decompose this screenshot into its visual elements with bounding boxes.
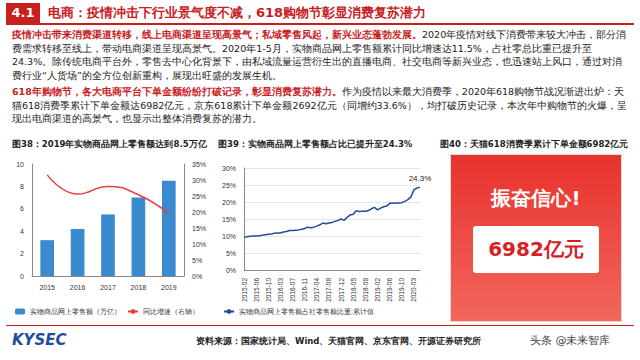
html-text:头条 @未来智库: 头条 @未来智库 bbox=[530, 334, 611, 347]
svg-text:25%: 25% bbox=[192, 193, 206, 200]
svg-text:0: 0 bbox=[20, 273, 24, 280]
html-text:疫情冲击带来消费渠道转移，线上电商渠道呈现高景气；私域零售风: 疫情冲击带来消费渠道转移，线上电商渠道呈现高景气；私域零售风起，新兴业态蓬勃发展… bbox=[12, 29, 627, 81]
svg-text:2017: 2017 bbox=[100, 284, 116, 291]
svg-text:2015-10: 2015-10 bbox=[265, 278, 272, 302]
svg-text:15%: 15% bbox=[222, 216, 236, 223]
svg-text:2016: 2016 bbox=[70, 284, 86, 291]
html-text:图39：实物商品网上零售额占比已提升至24.3%: 图39：实物商品网上零售额占比已提升至24.3% bbox=[218, 139, 413, 149]
svg-text:实物商品网上零售额（万亿）: 实物商品网上零售额（万亿） bbox=[30, 308, 121, 316]
svg-text:35%: 35% bbox=[192, 161, 206, 168]
svg-text:2015: 2015 bbox=[39, 284, 55, 291]
svg-text:5%: 5% bbox=[192, 257, 202, 264]
svg-text:20%: 20% bbox=[192, 209, 206, 216]
svg-text:10: 10 bbox=[16, 161, 24, 168]
svg-text:2019-06: 2019-06 bbox=[386, 278, 393, 302]
svg-text:20%: 20% bbox=[222, 199, 236, 206]
svg-text:5%: 5% bbox=[226, 250, 236, 257]
html-text:KYSEC: KYSEC bbox=[12, 331, 67, 349]
svg-text:2: 2 bbox=[20, 250, 24, 257]
svg-text:同比增速（右轴）: 同比增速（右轴） bbox=[143, 308, 199, 316]
svg-text:30%: 30% bbox=[222, 165, 236, 172]
svg-text:2017-08: 2017-08 bbox=[325, 278, 332, 302]
svg-text:2020-03: 2020-03 bbox=[410, 278, 417, 302]
svg-text:15%: 15% bbox=[192, 225, 206, 232]
svg-text:2016-07: 2016-07 bbox=[289, 278, 296, 302]
svg-text:10%: 10% bbox=[222, 233, 236, 240]
svg-text:4: 4 bbox=[20, 228, 24, 235]
svg-text:2016-03: 2016-03 bbox=[277, 278, 284, 302]
svg-text:2018-09: 2018-09 bbox=[362, 278, 369, 302]
svg-text:24.3%: 24.3% bbox=[409, 174, 432, 183]
html-text:电商：疫情冲击下行业景气度不减，618购物节彰显消费复苏潜力: 电商：疫情冲击下行业景气度不减，618购物节彰显消费复苏潜力 bbox=[48, 5, 427, 20]
svg-text:2015-02: 2015-02 bbox=[241, 278, 248, 302]
svg-text:30%: 30% bbox=[192, 177, 206, 184]
svg-text:2017-12: 2017-12 bbox=[338, 278, 345, 302]
html-text:6982亿元: 6982亿元 bbox=[488, 237, 584, 261]
svg-text:实物商品网上零售额占社零售额比重:累计值: 实物商品网上零售额占社零售额比重:累计值 bbox=[239, 308, 374, 316]
svg-text:2016-11: 2016-11 bbox=[301, 278, 308, 302]
svg-text:2019-10: 2019-10 bbox=[398, 278, 405, 302]
svg-text:2019: 2019 bbox=[161, 284, 177, 291]
svg-text:0%: 0% bbox=[226, 267, 236, 274]
svg-text:0%: 0% bbox=[192, 273, 202, 280]
svg-text:2017-04: 2017-04 bbox=[313, 278, 320, 302]
svg-text:2018-05: 2018-05 bbox=[350, 278, 357, 302]
html-text:振奋信心!: 振奋信心! bbox=[491, 186, 581, 210]
html-text:图40：天猫618消费季累计下单金额6982亿元: 图40：天猫618消费季累计下单金额6982亿元 bbox=[440, 139, 629, 149]
svg-text:6: 6 bbox=[20, 205, 24, 212]
html-text:4.1: 4.1 bbox=[11, 5, 35, 20]
svg-text:10%: 10% bbox=[192, 241, 206, 248]
html-text:资料来源：国家统计局、Wind、天猫官网、京东官网、开源证券: 资料来源：国家统计局、Wind、天猫官网、京东官网、开源证券研究所 bbox=[196, 336, 482, 346]
html-text:618年购物节，各大电商平台下单金额纷纷打破记录，彰显消费复: 618年购物节，各大电商平台下单金额纷纷打破记录，彰显消费复苏潜力。作为疫情以来… bbox=[12, 86, 627, 124]
html-text:图38：2019年实物商品网上零售额达到8.5万亿: 图38：2019年实物商品网上零售额达到8.5万亿 bbox=[12, 139, 207, 149]
svg-text:2018: 2018 bbox=[131, 284, 147, 291]
svg-text:2019-02: 2019-02 bbox=[374, 278, 381, 302]
svg-text:8: 8 bbox=[20, 183, 24, 190]
svg-text:25%: 25% bbox=[222, 182, 236, 189]
svg-text:2015-06: 2015-06 bbox=[253, 278, 260, 302]
